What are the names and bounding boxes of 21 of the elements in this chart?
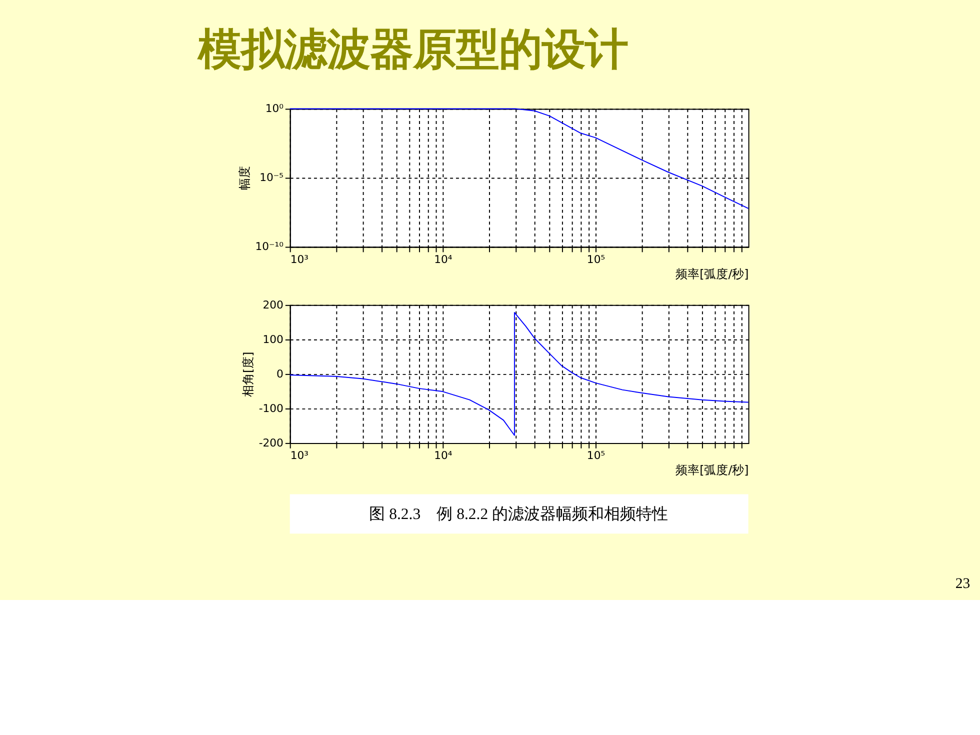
chart-title: 模拟滤波器原型的设计 (197, 24, 628, 75)
x-axis-title: 频率[弧度/秒] (676, 463, 749, 478)
x-tick-label: 10³ (290, 449, 308, 462)
y-tick-label: 200 (262, 298, 284, 312)
text: 23 (955, 576, 970, 592)
y-tick-label: 10⁻¹⁰ (255, 240, 284, 254)
y-tick-label: -200 (258, 436, 284, 450)
x-axis-title: 频率[弧度/秒] (676, 266, 749, 281)
x-tick-label: 10⁵ (586, 253, 606, 266)
y-tick-label: 0 (276, 367, 284, 380)
y-tick-label: -100 (258, 402, 284, 415)
y-tick-label: 10⁰ (265, 102, 284, 116)
caption: 图 8.2.3 例 8.2.2 的滤波器幅频和相频特性 (369, 504, 668, 523)
y-axis-title: 幅度 (237, 166, 252, 190)
y-axis-title: 相角[度] (240, 352, 255, 398)
y-tick-label: 10⁻⁵ (260, 171, 284, 184)
x-tick-label: 10⁴ (434, 449, 452, 462)
x-tick-label: 10³ (290, 253, 308, 266)
x-tick-label: 10⁴ (434, 253, 452, 266)
x-tick-label: 10⁵ (586, 449, 606, 462)
y-tick-label: 100 (262, 332, 284, 346)
